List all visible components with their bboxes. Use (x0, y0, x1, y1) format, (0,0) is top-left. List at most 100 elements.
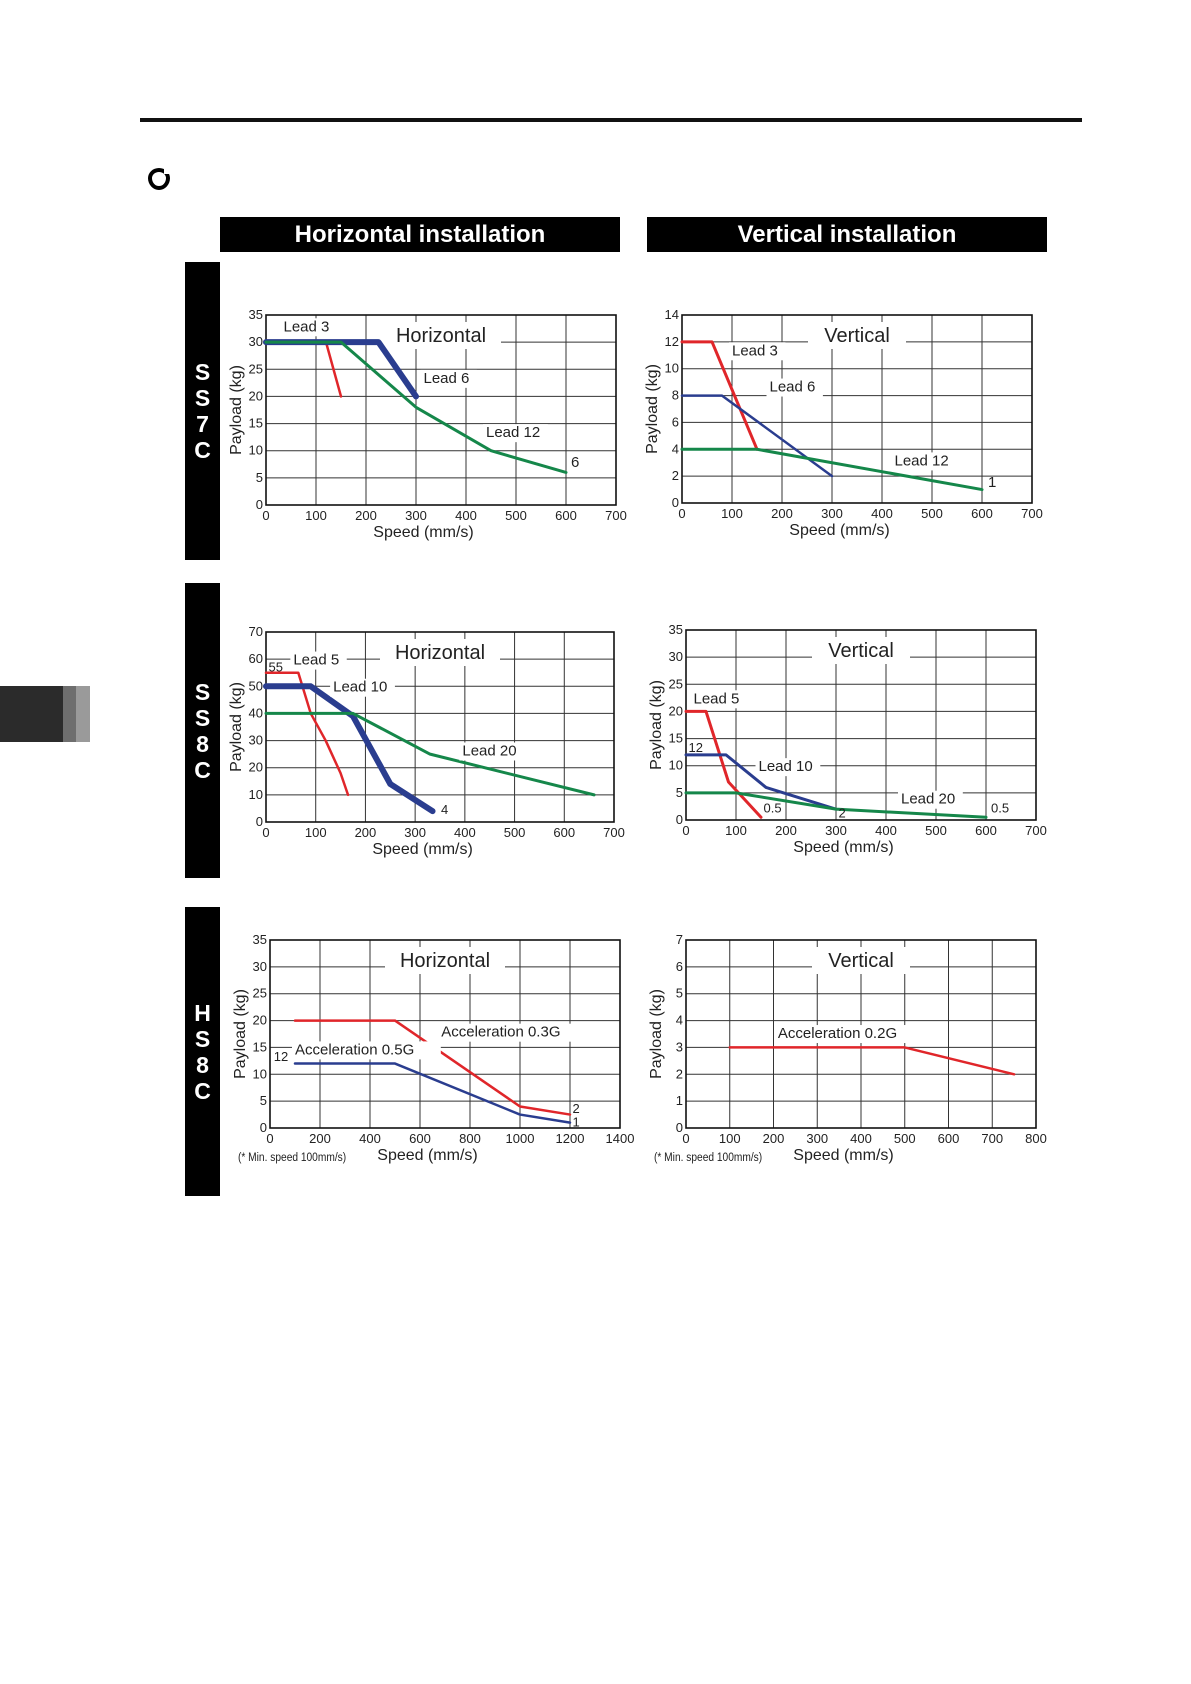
value-annotation: 6 (571, 454, 579, 471)
series-label-bg (438, 1023, 588, 1042)
chart-title: Vertical (828, 640, 894, 662)
chart-hs8c-vertical: 0 100 200 300 400 500 600 700 800 0 1 2 3 4 5 6 7 Speed (… (648, 932, 1047, 1164)
x-tick-label: 600 (553, 825, 575, 840)
chart-title-bg (381, 322, 501, 349)
series-label: Acceleration 0.3G (441, 1024, 560, 1041)
y-tick-label: 0 (256, 497, 263, 512)
y-tick-label: 70 (249, 624, 263, 639)
x-tick-label: 300 (806, 1131, 828, 1146)
y-tick-label: 5 (676, 986, 683, 1001)
x-tick-label: 600 (409, 1131, 431, 1146)
x-tick-label: 1200 (556, 1131, 585, 1146)
x-tick-label: 400 (359, 1131, 381, 1146)
y-tick-label: 20 (249, 760, 263, 775)
series-label: Lead 10 (759, 758, 813, 775)
section-bullet-icon (148, 167, 171, 190)
series-label: Lead 12 (895, 452, 949, 469)
chart-title-bg (808, 322, 906, 349)
y-tick-label: 20 (249, 388, 263, 403)
series-label: Lead 6 (770, 379, 816, 396)
y-tick-label: 5 (260, 1093, 267, 1108)
y-tick-label: 14 (665, 307, 679, 322)
x-tick-label: 500 (925, 823, 947, 838)
series-line-acceleration-0-5g (293, 1062, 572, 1124)
y-tick-label: 35 (249, 307, 263, 322)
series-label: Lead 3 (284, 318, 330, 335)
value-annotation: 1 (573, 1114, 580, 1129)
y-tick-label: 0 (676, 1120, 683, 1135)
series-label: Lead 12 (486, 424, 540, 441)
x-axis-label: Speed (mm/s) (793, 1147, 893, 1164)
y-tick-label: 10 (249, 787, 263, 802)
y-tick-label: 0 (260, 1120, 267, 1135)
y-tick-label: 0 (256, 814, 263, 829)
header-vertical: Vertical installation (647, 217, 1047, 252)
y-tick-label: 1 (676, 1093, 683, 1108)
y-tick-label: 2 (676, 1066, 683, 1081)
x-tick-label: 0 (262, 825, 269, 840)
plot-frame (269, 939, 621, 1129)
y-tick-label: 4 (676, 1013, 683, 1028)
side-tab-marker (0, 686, 90, 742)
value-annotation: 4 (441, 802, 448, 817)
x-tick-label: 500 (921, 506, 943, 521)
x-tick-label: 200 (763, 1131, 785, 1146)
y-tick-label: 0 (676, 812, 683, 827)
value-annotation: 12 (689, 740, 703, 755)
chart-hs8c-horizontal: 0 200 400 600 800 1000 1200 1400 0 5 10 15 20 25 30 35 S… (232, 932, 634, 1164)
series-label-bg (766, 378, 823, 397)
series-label: Lead 3 (732, 342, 778, 359)
x-axis-label: Speed (mm/s) (373, 524, 473, 541)
series-line-lead-20 (684, 791, 988, 819)
x-tick-label: 600 (971, 506, 993, 521)
y-tick-label: 50 (249, 678, 263, 693)
x-tick-label: 0 (682, 823, 689, 838)
series-label-bg (898, 790, 963, 809)
row-label-hs8c: HS8C (194, 999, 211, 1104)
y-tick-label: 15 (253, 1039, 267, 1054)
series-label-bg (690, 690, 747, 709)
x-tick-label: 400 (850, 1131, 872, 1146)
series-label-bg (755, 758, 821, 777)
plot-frame (265, 314, 617, 506)
chart-title: Horizontal (395, 642, 485, 664)
series-line-lead-5 (684, 709, 763, 819)
series-line-lead-20 (264, 711, 596, 797)
x-tick-label: 500 (894, 1131, 916, 1146)
y-tick-label: 25 (669, 676, 683, 691)
value-annotation: 55 (268, 659, 282, 674)
chart-title: Vertical (824, 325, 890, 347)
x-tick-label: 200 (355, 825, 377, 840)
value-annotation: 1 (988, 474, 996, 491)
y-tick-label: 5 (676, 785, 683, 800)
series-line-lead-10 (263, 683, 436, 815)
x-tick-label: 200 (355, 508, 377, 523)
x-tick-label: 700 (1021, 506, 1043, 521)
series-label: Acceleration 0.5G (295, 1041, 414, 1058)
y-tick-label: 30 (249, 733, 263, 748)
x-tick-label: 1400 (606, 1131, 635, 1146)
x-tick-label: 200 (309, 1131, 331, 1146)
y-tick-label: 20 (669, 703, 683, 718)
x-tick-label: 300 (405, 508, 427, 523)
y-tick-label: 15 (249, 416, 263, 431)
x-axis-label: Speed (mm/s) (789, 522, 889, 539)
y-axis-label: Payload (kg) (644, 364, 661, 454)
y-tick-label: 12 (665, 334, 679, 349)
y-axis-label: Payload (kg) (648, 680, 665, 770)
series-label-bg (891, 452, 957, 471)
x-tick-label: 600 (555, 508, 577, 523)
y-tick-label: 0 (672, 495, 679, 510)
y-tick-label: 30 (253, 959, 267, 974)
x-axis-label: Speed (mm/s) (377, 1147, 477, 1164)
x-tick-label: 700 (603, 825, 625, 840)
y-tick-label: 25 (249, 361, 263, 376)
plot-frame (265, 631, 615, 823)
chart-title-bg (812, 637, 910, 664)
x-tick-label: 600 (975, 823, 997, 838)
series-label-bg (280, 318, 337, 337)
x-tick-label: 700 (981, 1131, 1003, 1146)
chart-title-bg (380, 639, 500, 666)
series-label: Lead 10 (333, 679, 387, 696)
chart-title-bg (812, 947, 910, 974)
